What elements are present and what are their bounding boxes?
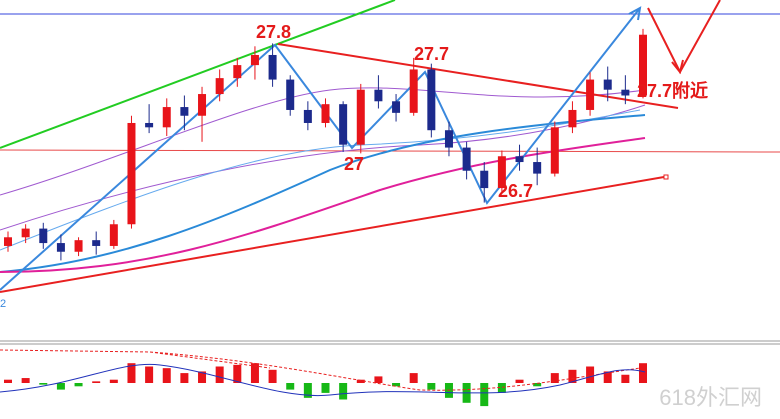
histogram-bar xyxy=(621,374,630,383)
candle-body xyxy=(321,104,330,123)
candle-body xyxy=(392,101,401,113)
histogram-bar xyxy=(409,373,418,383)
candle-body xyxy=(568,109,577,128)
histogram-bar xyxy=(180,373,189,383)
candle-body xyxy=(515,156,524,163)
histogram-bar xyxy=(356,379,365,383)
candle-body xyxy=(233,65,242,79)
annotation: 2 xyxy=(0,298,6,310)
histogram-bar xyxy=(533,383,542,387)
candle-body xyxy=(250,54,259,66)
trend-line xyxy=(0,0,396,149)
moving-average xyxy=(0,109,641,251)
histogram-bar xyxy=(480,383,489,407)
arrow-head xyxy=(628,6,642,21)
histogram-bar xyxy=(56,383,65,390)
annotation: 26.7 xyxy=(498,181,533,201)
candle-body xyxy=(550,127,559,174)
histogram-bar xyxy=(321,383,330,393)
histogram-bar xyxy=(127,363,136,383)
histogram-bar xyxy=(268,369,277,383)
candle-body xyxy=(21,228,30,238)
histogram-bar xyxy=(92,381,101,383)
candle-body xyxy=(162,107,171,128)
histogram-bar xyxy=(233,364,242,383)
candle-body xyxy=(39,228,48,244)
candle-body xyxy=(639,34,647,96)
watermark: 618外汇网 xyxy=(659,385,762,410)
histogram-bar xyxy=(497,383,506,393)
candle-body xyxy=(286,79,295,110)
candle-body xyxy=(74,240,83,252)
histogram-bar xyxy=(639,363,647,383)
candle-body xyxy=(145,122,154,128)
candle-body xyxy=(92,240,101,246)
candle-body xyxy=(586,79,595,110)
histogram-bar xyxy=(603,371,612,383)
histogram-bar xyxy=(550,373,559,383)
histogram-bar xyxy=(4,379,12,383)
candle-body xyxy=(56,243,65,252)
trend-line-handle xyxy=(663,174,669,180)
histogram-bar xyxy=(21,378,30,383)
arrow-head xyxy=(671,59,684,75)
histogram-bar xyxy=(568,369,577,383)
histogram-bar xyxy=(339,383,348,400)
histogram-bar xyxy=(250,363,259,383)
trend-line xyxy=(277,43,679,109)
histogram-bar xyxy=(286,383,295,390)
annotation: 27.7附近 xyxy=(637,80,708,101)
candle-body xyxy=(462,147,471,171)
histogram-bar xyxy=(427,383,436,390)
annotation: 27 xyxy=(344,154,364,174)
candle-body xyxy=(444,130,453,148)
candle-body xyxy=(409,69,418,113)
annotation: 27.7 xyxy=(414,44,449,64)
candle-body xyxy=(427,69,436,131)
histogram-bar xyxy=(162,368,171,383)
histogram-bar xyxy=(515,379,524,383)
moving-average xyxy=(0,114,646,273)
candle-body xyxy=(127,122,136,225)
candle-body xyxy=(215,78,224,95)
candle-body xyxy=(180,107,189,116)
candles xyxy=(4,28,647,261)
zigzag-line xyxy=(0,7,641,291)
candle-body xyxy=(603,79,612,90)
candle-body xyxy=(356,89,365,145)
candle-body xyxy=(497,156,506,189)
candle-body xyxy=(198,94,207,116)
histogram-bar xyxy=(303,383,312,398)
histogram-bar xyxy=(109,379,118,383)
candle-body xyxy=(621,89,630,96)
histogram-bar xyxy=(374,376,383,383)
indicator-line xyxy=(0,363,646,397)
candle-body xyxy=(268,54,277,80)
signal-line xyxy=(0,349,641,391)
histogram-bar xyxy=(586,366,595,383)
histogram-bar xyxy=(392,383,401,387)
candle-body xyxy=(303,109,312,123)
candle-body xyxy=(480,170,489,189)
candle-body xyxy=(339,104,348,145)
histogram-bar xyxy=(145,366,154,383)
histogram-bar xyxy=(215,366,224,383)
histogram-bar xyxy=(74,383,83,387)
annotation: 27.8 xyxy=(256,22,291,42)
moving-average xyxy=(0,87,646,196)
candle-body xyxy=(4,237,12,246)
candle-body xyxy=(109,224,118,246)
candle-body xyxy=(533,162,542,174)
moving-average xyxy=(0,104,646,231)
histogram-bar xyxy=(39,383,48,385)
candle-body xyxy=(374,89,383,102)
histogram-bar xyxy=(198,371,207,383)
trend-line xyxy=(0,176,665,293)
